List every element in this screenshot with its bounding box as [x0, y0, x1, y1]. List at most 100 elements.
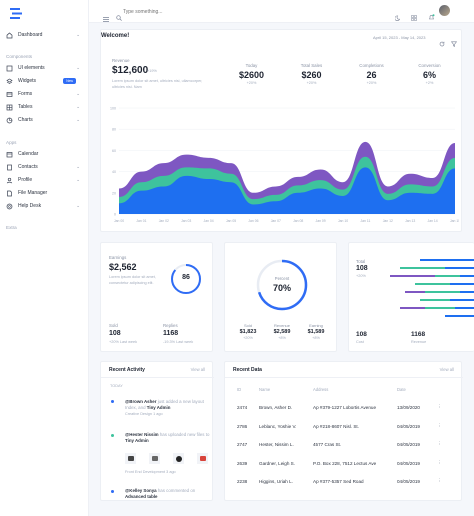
- bar-segment-purple: [400, 307, 425, 309]
- revenue-label: Revenue: [112, 58, 130, 63]
- x-tick-label: Jan 09: [316, 219, 326, 223]
- bar-segment-teal: [415, 283, 450, 285]
- x-tick-label: Jan 11: [360, 219, 370, 223]
- logo-icon[interactable]: [10, 6, 22, 24]
- book-icon: [6, 164, 13, 171]
- y-tick-label: 80: [112, 128, 116, 132]
- sidebar-item-file-manager[interactable]: File Manager: [6, 188, 84, 198]
- welcome-card: Welcome! April 15, 2023 - May 14, 2023 R…: [100, 29, 462, 232]
- timeline-dot: [111, 434, 114, 437]
- sidebar-section-apps: Apps: [6, 140, 17, 145]
- stat-value: $260: [301, 70, 322, 80]
- sidebar-item-contacts[interactable]: Contacts ⌄: [6, 162, 84, 172]
- image-icon: [127, 456, 134, 461]
- x-tick-label: Jan 05: [226, 219, 236, 223]
- sidebar-item-ui-elements[interactable]: UI elements ⌄: [6, 63, 84, 73]
- more-icon[interactable]: ⋮: [437, 478, 442, 483]
- cell-address: P.O. Box 228, 7512 Lectus Ave: [313, 461, 377, 466]
- column-header-address: Address: [313, 387, 329, 392]
- activity-target[interactable]: Advanced table: [125, 494, 158, 499]
- search-input[interactable]: [123, 6, 243, 17]
- filter-icon[interactable]: [450, 34, 458, 52]
- sidebar-item-profile[interactable]: Profile ⌄: [6, 175, 84, 185]
- sidebar-item-charts[interactable]: Charts ⌄: [6, 115, 84, 125]
- new-badge: New: [63, 78, 76, 84]
- sidebar-item-label: Help Desk: [18, 203, 42, 209]
- cell-name: Leblanc, Yoshie V.: [259, 424, 297, 429]
- x-tick-label: Jan 02: [159, 219, 169, 223]
- avatar[interactable]: [439, 5, 450, 16]
- total-value: 108: [356, 265, 368, 272]
- stat-value: $1,589: [307, 329, 325, 335]
- box-icon: [6, 65, 13, 72]
- sidebar-item-dashboard[interactable]: Dashboard ⌄: [6, 30, 84, 40]
- stat-value: $1,823: [239, 329, 257, 335]
- section-title: Recent Activity: [109, 367, 145, 373]
- revenue-change: +19%: [147, 69, 157, 73]
- file-thumbnail[interactable]: [173, 453, 184, 464]
- timeline-dot: [111, 490, 114, 493]
- file-thumbnail[interactable]: [197, 453, 208, 464]
- sidebar-item-label: Profile: [18, 177, 33, 183]
- sidebar: Dashboard ⌄ Components UI elements ⌄ Wid…: [0, 0, 89, 516]
- x-tick-label: Jan 13: [405, 219, 415, 223]
- more-icon[interactable]: ⋮: [437, 441, 442, 446]
- bell-icon[interactable]: [428, 8, 435, 26]
- bar-segment-teal: [400, 267, 445, 269]
- x-tick-label: Jan 12: [383, 219, 393, 223]
- activity-target[interactable]: Tiny Admin: [146, 405, 171, 410]
- activity-item: @Hester Nissim has uploaded new files to…: [125, 432, 211, 444]
- search-icon: [116, 8, 122, 26]
- stat-label: Conversion: [418, 63, 441, 68]
- bar-segment-teal: [425, 291, 460, 293]
- divider: [225, 377, 463, 378]
- cell-id: 2474: [237, 405, 248, 410]
- sidebar-item-label: Forms: [18, 91, 33, 97]
- recent-activity-card: Recent Activity View all TODAY @Brown As…: [100, 361, 214, 501]
- activity-user[interactable]: @Brown Asher: [125, 399, 157, 404]
- activity-user[interactable]: @Hester Nissim: [125, 432, 159, 437]
- grid-apps-icon[interactable]: [411, 8, 417, 26]
- ring-fill: [256, 259, 308, 311]
- sidebar-item-tables[interactable]: Tables ⌄: [6, 102, 84, 112]
- sidebar-item-calendar[interactable]: Calendar: [6, 149, 84, 159]
- bar-segment-teal: [425, 307, 455, 309]
- cell-address: Ap #379-1227 Lobortis Avenue: [313, 405, 377, 410]
- sidebar-item-forms[interactable]: Forms ⌄: [6, 89, 84, 99]
- activity-user[interactable]: @Kelley Sonya: [125, 488, 157, 493]
- x-tick-label: Jan 06: [248, 219, 258, 223]
- date-range[interactable]: April 15, 2023 - May 14, 2023: [373, 35, 426, 40]
- menu-icon[interactable]: [103, 9, 109, 27]
- activity-extra: on: [190, 488, 196, 493]
- replies-value: 1168: [163, 330, 179, 337]
- sidebar-item-widgets[interactable]: Widgets New: [6, 76, 84, 86]
- help-icon: [6, 203, 13, 210]
- file-thumbnail[interactable]: [125, 453, 136, 464]
- more-icon[interactable]: ⋮: [437, 404, 442, 409]
- stat-today: Today $2600 +20%: [225, 63, 278, 85]
- stat-completions: Completions 26 +20%: [345, 63, 398, 85]
- view-all-link[interactable]: View all: [439, 367, 454, 372]
- cost-label: Cost: [356, 340, 364, 344]
- file-thumbnails: [125, 453, 208, 464]
- cell-address: Ap #218-8607 Nisl. St.: [313, 424, 359, 429]
- cell-id: 2639: [237, 461, 248, 466]
- view-all-link[interactable]: View all: [190, 367, 205, 372]
- activity-time: 3 ago: [166, 470, 176, 474]
- file-thumbnail[interactable]: [149, 453, 160, 464]
- earnings-description: Lorem ipsum dolor sit amet, consectetur …: [109, 275, 156, 285]
- earnings-gauge: [171, 264, 201, 294]
- bar-segment-blue: [450, 299, 474, 301]
- moon-icon[interactable]: [394, 8, 401, 26]
- replies-sub: -19.3% Last week: [163, 340, 194, 344]
- cell-date: 13/09/2020: [397, 405, 420, 410]
- refresh-icon[interactable]: [439, 34, 445, 52]
- stat-label: Earning: [309, 323, 323, 328]
- chevron-down-icon: ⌄: [76, 91, 80, 96]
- more-icon[interactable]: ⋮: [437, 460, 442, 465]
- total-label: Total: [356, 259, 366, 264]
- stat-value: 6%: [422, 70, 436, 80]
- sidebar-item-help-desk[interactable]: Help Desk ⌄: [6, 201, 84, 211]
- activity-target[interactable]: Tiny Admin: [125, 438, 149, 443]
- more-icon[interactable]: ⋮: [437, 423, 442, 428]
